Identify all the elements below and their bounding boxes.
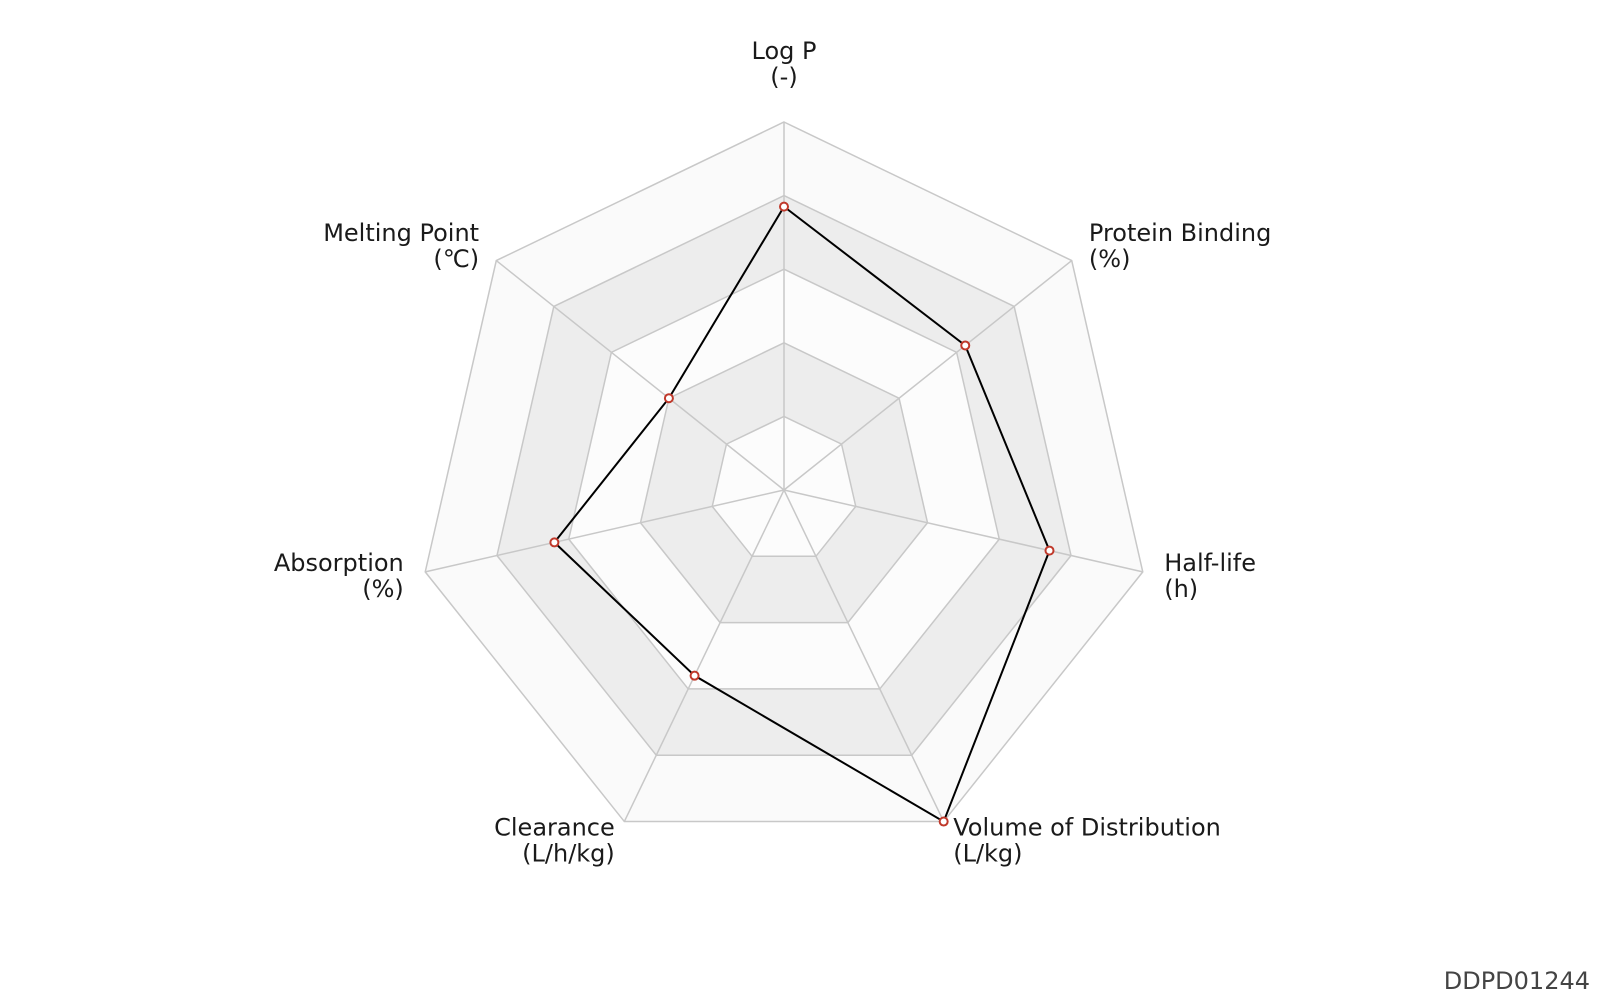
data-point <box>663 393 674 404</box>
data-point <box>779 201 789 212</box>
axis-label: Protein Binding <box>1089 219 1271 247</box>
axis-label: Half-life <box>1164 549 1256 577</box>
axis-spoke <box>783 489 945 822</box>
data-point <box>689 670 700 681</box>
axis-unit: (L/kg) <box>953 839 1022 867</box>
watermark: DDPD01244 <box>1444 967 1590 995</box>
data-point <box>549 537 560 548</box>
axis-label: Melting Point <box>323 219 479 247</box>
axis-label: Log P <box>752 37 817 65</box>
axis-label: Clearance <box>494 813 615 841</box>
axis-spoke <box>783 259 1073 491</box>
axis-unit: (℃) <box>433 245 479 273</box>
data-point <box>960 340 971 351</box>
axis-spoke <box>425 489 785 573</box>
data-point <box>938 816 949 827</box>
axis-spoke <box>623 489 785 822</box>
data-point <box>1044 545 1055 556</box>
axis-spoke <box>495 259 785 491</box>
axis-label: Absorption <box>274 549 404 577</box>
axis-label: Volume of Distribution <box>953 813 1221 841</box>
axis-unit: (%) <box>362 575 404 603</box>
axis-unit: (h) <box>1164 575 1198 603</box>
axis-spoke <box>783 489 1143 573</box>
axis-unit: (%) <box>1089 245 1131 273</box>
series-line <box>553 205 1051 824</box>
axis-unit: (-) <box>770 63 797 91</box>
axis-unit: (L/h/kg) <box>522 839 615 867</box>
